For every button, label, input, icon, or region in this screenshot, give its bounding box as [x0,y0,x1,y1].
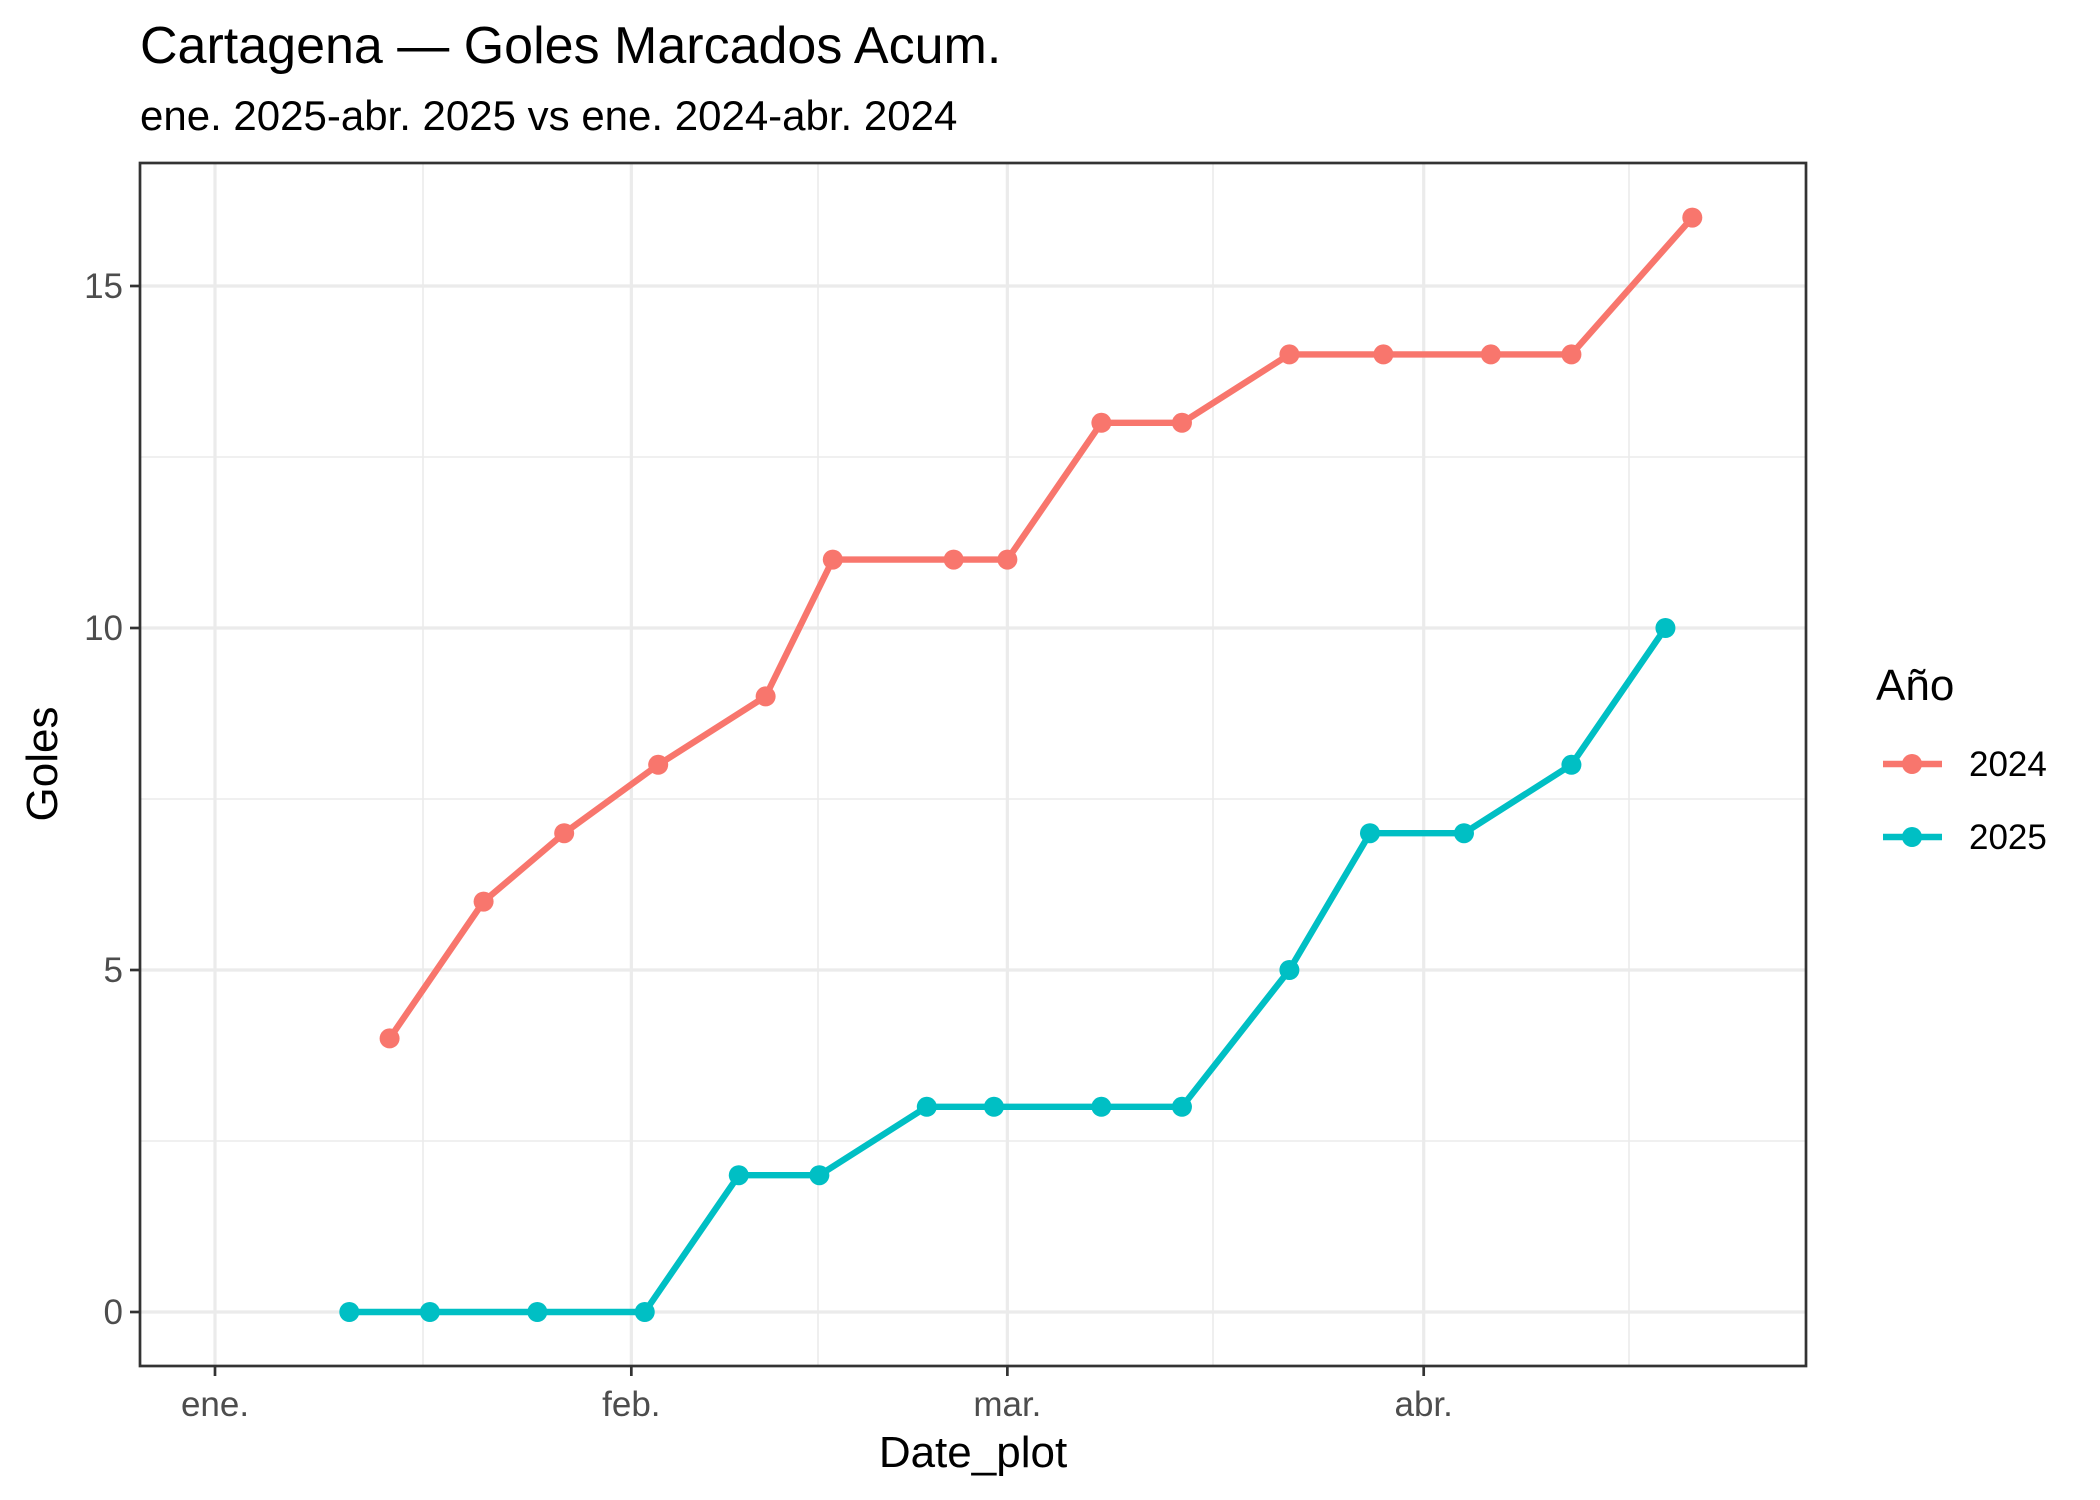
chart-title: Cartagena — Goles Marcados Acum. [140,17,1001,75]
data-point [1091,412,1112,433]
data-point [755,686,776,707]
data-point [1561,754,1582,775]
data-point [1655,618,1676,638]
x-axis-title: Date_plot [879,1428,1067,1477]
data-point [1091,1096,1112,1117]
data-point [997,549,1018,570]
data-point [822,549,843,570]
data-point [943,549,964,570]
data-point [634,1302,655,1322]
x-tick-label: feb. [602,1385,660,1424]
y-tick-label: 15 [84,267,123,306]
data-point [1171,412,1192,433]
data-point [1373,344,1394,365]
series-2025 [339,618,1676,1322]
legend-label: 2024 [1969,745,2047,784]
data-point [728,1165,749,1186]
legend-items: 2024 2025 [1883,745,2047,857]
y-axis: 0 5 10 15 [84,267,140,1332]
y-axis-title: Goles [18,707,67,822]
series-2024 [379,207,1703,1049]
x-tick-label: mar. [973,1385,1041,1424]
x-tick-label: abr. [1395,1385,1453,1424]
x-axis: ene. feb. mar. abr. [181,1366,1453,1424]
data-point [339,1302,360,1322]
data-point [983,1096,1004,1117]
data-point [1561,344,1582,365]
data-point [1682,207,1703,228]
data-point [1359,823,1380,844]
plot-panel [138,161,1808,1368]
data-point [527,1302,548,1322]
y-tick-label: 0 [104,1293,123,1332]
legend-title: Año [1876,661,1954,710]
grid-minor [140,163,1806,1366]
grid-major [140,163,1806,1366]
data-point [554,823,575,844]
data-point [1171,1096,1192,1117]
data-point [648,754,669,775]
legend-item-2024: 2024 [1883,745,2047,784]
data-point [1279,960,1300,980]
chart-subtitle: ene. 2025-abr. 2025 vs ene. 2024-abr. 20… [140,92,957,139]
data-point [809,1165,830,1186]
legend-key-point [1902,827,1922,847]
y-tick-label: 5 [104,951,123,990]
data-point [1480,344,1501,365]
data-point [916,1096,937,1117]
data-point [1453,823,1474,844]
legend: Año 2024 2025 [1876,661,2047,857]
data-point [379,1028,400,1049]
legend-key-point [1902,754,1922,774]
panel-background [140,163,1806,1366]
data-point [473,891,494,912]
x-tick-label: ene. [181,1385,249,1424]
y-tick-label: 10 [84,609,123,648]
data-point [1279,344,1300,365]
panel-border [138,161,1808,1368]
legend-label: 2025 [1969,818,2047,857]
data-point [419,1302,440,1322]
legend-item-2025: 2025 [1883,818,2047,857]
series-layer [339,207,1703,1322]
